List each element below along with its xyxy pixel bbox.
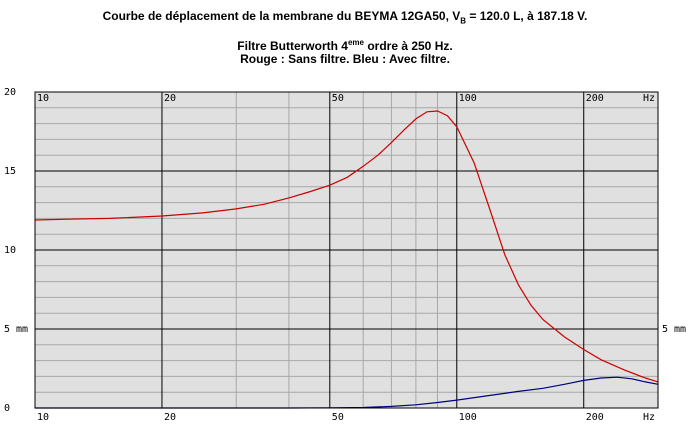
plot-border xyxy=(34,91,659,409)
y-tick-label: 15 xyxy=(4,166,16,177)
y-tick-label: 20 xyxy=(4,87,16,98)
x-unit-label-top: Hz xyxy=(643,93,655,104)
chart-title-line2: Filtre Butterworth 4eme ordre à 250 Hz. xyxy=(237,38,453,53)
y-tick-label: 10 xyxy=(4,245,16,256)
displacement-chart: 0 5 mm 10 15 20 5 mm 10 10 20 20 50 50 100 100 200 200 H… xyxy=(4,87,686,423)
x-unit-label-bottom: Hz xyxy=(643,412,655,423)
x-tick-label-top: 50 xyxy=(332,93,344,104)
x-tick-label-bottom: 50 xyxy=(332,412,344,423)
x-tick-label-bottom: 20 xyxy=(164,412,176,423)
x-tick-label-top: 200 xyxy=(586,93,604,104)
y-tick-label: 0 xyxy=(4,403,10,414)
x-tick-label-top: 100 xyxy=(459,93,477,104)
y-tick-label: 5 mm xyxy=(4,324,28,335)
chart-title-line3: Rouge : Sans filtre. Bleu : Avec filtre. xyxy=(240,52,450,66)
y-right-label: 5 mm xyxy=(662,324,686,335)
x-tick-label-bottom: 10 xyxy=(37,412,49,423)
chart-title-line1: Courbe de déplacement de la membrane du … xyxy=(102,9,588,26)
x-tick-label-top: 20 xyxy=(164,93,176,104)
chart-header: Courbe de déplacement de la membrane du … xyxy=(0,0,690,80)
series-line-0 xyxy=(34,110,659,383)
x-tick-label-bottom: 100 xyxy=(459,412,477,423)
x-tick-label-bottom: 200 xyxy=(586,412,604,423)
x-tick-label-top: 10 xyxy=(37,93,49,104)
